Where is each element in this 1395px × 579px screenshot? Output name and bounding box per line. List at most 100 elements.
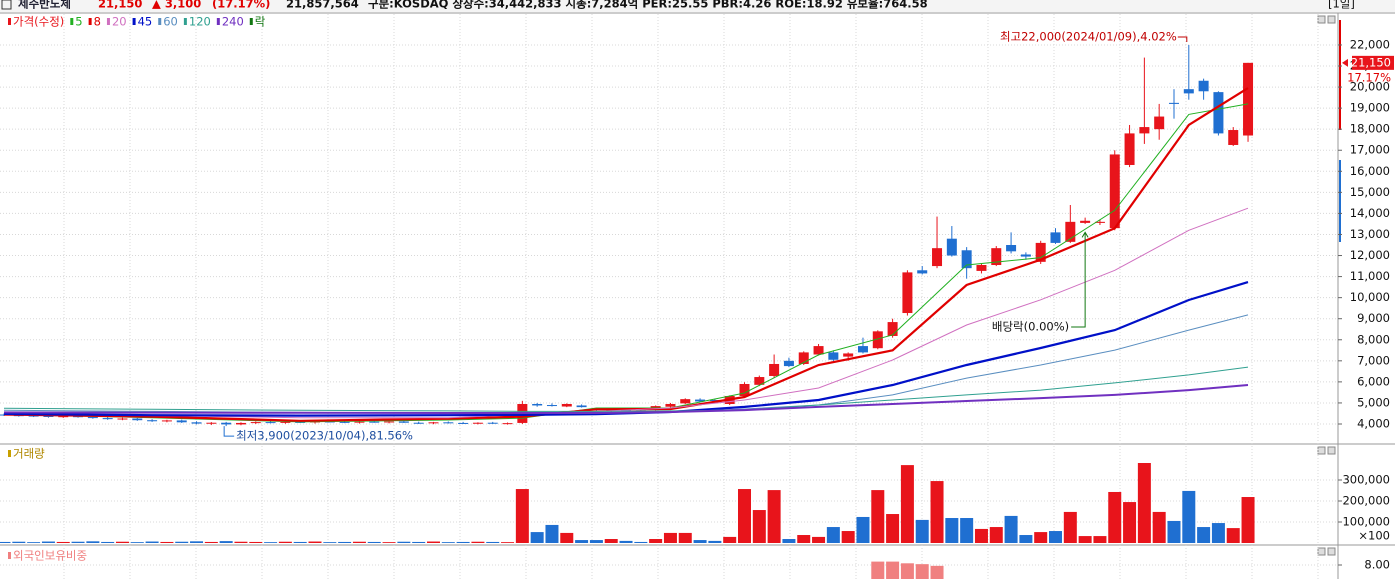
bar bbox=[575, 540, 589, 543]
candle-body bbox=[265, 422, 276, 424]
candle-body bbox=[976, 265, 987, 271]
legend-swatch bbox=[8, 18, 11, 25]
bar bbox=[1063, 511, 1077, 543]
bar bbox=[886, 561, 900, 579]
annotation: 최고22,000(2024/01/09),4.02% bbox=[1000, 29, 1177, 43]
legend-swatch bbox=[132, 18, 136, 25]
bar bbox=[530, 532, 544, 543]
unit-label: ×100 bbox=[1358, 529, 1390, 543]
legend-label: 락 bbox=[255, 15, 266, 29]
candle-body bbox=[532, 403, 543, 406]
bar bbox=[249, 541, 263, 543]
candle-body bbox=[280, 421, 291, 423]
panel-button[interactable] bbox=[1327, 547, 1336, 556]
candle-body bbox=[1168, 102, 1179, 104]
last-price-arrow bbox=[1342, 58, 1348, 67]
bar bbox=[71, 541, 85, 543]
candle-body bbox=[472, 422, 483, 424]
y-tick-label: 11,000 bbox=[1350, 269, 1390, 283]
bar bbox=[56, 541, 70, 543]
bar bbox=[812, 536, 826, 543]
y-tick-label: 18,000 bbox=[1350, 122, 1390, 136]
y-tick-label: 8.00 bbox=[1364, 558, 1390, 572]
period[interactable]: [1일] bbox=[1328, 0, 1355, 11]
legend-swatch bbox=[70, 18, 74, 25]
candle-body bbox=[1243, 62, 1254, 136]
bar bbox=[352, 541, 366, 543]
bar bbox=[1078, 536, 1092, 543]
legend-swatch bbox=[158, 18, 162, 25]
bar bbox=[101, 541, 115, 543]
moving-average bbox=[3, 384, 1249, 414]
candle-body bbox=[428, 422, 439, 424]
candle-body bbox=[1154, 116, 1165, 130]
legend-swatch bbox=[8, 552, 11, 559]
bar bbox=[1152, 511, 1166, 543]
moving-average bbox=[3, 87, 1249, 422]
candle-body bbox=[961, 250, 972, 269]
bar bbox=[589, 540, 603, 543]
panel-button[interactable] bbox=[1317, 446, 1326, 455]
bar bbox=[886, 514, 900, 543]
panel-button[interactable] bbox=[1317, 15, 1326, 24]
legend-label: 240 bbox=[222, 15, 244, 29]
annotation-arrow bbox=[1177, 36, 1188, 42]
bar bbox=[204, 541, 218, 543]
bar bbox=[1019, 535, 1033, 543]
candle-body bbox=[354, 421, 365, 423]
panel-button[interactable] bbox=[1327, 446, 1336, 455]
candle-body bbox=[339, 421, 350, 423]
y-tick-label: 100,000 bbox=[1342, 515, 1390, 529]
candle-body bbox=[813, 346, 824, 355]
y-tick-label: 7,000 bbox=[1357, 353, 1390, 367]
bar bbox=[1197, 527, 1211, 543]
candle-body bbox=[58, 416, 69, 418]
candle-body bbox=[1124, 133, 1135, 165]
bar bbox=[545, 524, 559, 543]
bar bbox=[856, 516, 870, 543]
bar bbox=[841, 531, 855, 543]
annotation: 최저3,900(2023/10/04),81.56% bbox=[236, 429, 413, 443]
candle-body bbox=[384, 421, 395, 423]
bar bbox=[1241, 497, 1255, 543]
legend-label: 45 bbox=[138, 15, 153, 29]
bar bbox=[604, 539, 618, 543]
legend-label: 120 bbox=[189, 15, 211, 29]
candle-body bbox=[783, 360, 794, 367]
candle-body bbox=[221, 422, 232, 425]
bar bbox=[338, 541, 352, 543]
bar bbox=[871, 561, 885, 579]
bar bbox=[634, 541, 648, 543]
bar bbox=[441, 542, 455, 543]
candle-body bbox=[1213, 92, 1224, 134]
annotation-arrow bbox=[223, 426, 235, 437]
bar bbox=[1123, 502, 1137, 543]
candle-body bbox=[754, 377, 765, 385]
bar bbox=[945, 518, 959, 543]
bar bbox=[1167, 520, 1181, 543]
candle-body bbox=[369, 421, 380, 423]
y-tick-label: 4,000 bbox=[1357, 416, 1390, 430]
candle-body bbox=[250, 422, 261, 424]
bar bbox=[900, 465, 914, 543]
legend-label: 60 bbox=[163, 15, 178, 29]
y-tick-label: 20,000 bbox=[1350, 80, 1390, 94]
candle-body bbox=[1006, 245, 1017, 252]
annotation: 배당락(0.00%) bbox=[992, 320, 1069, 334]
candle-body bbox=[102, 418, 113, 420]
candle-body bbox=[443, 422, 454, 424]
moving-average bbox=[3, 103, 1249, 423]
panel-button[interactable] bbox=[1317, 547, 1326, 556]
candle-body bbox=[843, 353, 854, 357]
bar bbox=[560, 532, 574, 543]
stock-change: ▲ 3,100 bbox=[152, 0, 201, 11]
bar bbox=[278, 541, 292, 543]
moving-average bbox=[3, 207, 1249, 419]
bar bbox=[797, 535, 811, 543]
panel-button[interactable] bbox=[1327, 15, 1336, 24]
candle-body bbox=[872, 331, 883, 349]
bar bbox=[145, 541, 159, 543]
bar bbox=[915, 564, 929, 579]
candle-body bbox=[191, 422, 202, 424]
